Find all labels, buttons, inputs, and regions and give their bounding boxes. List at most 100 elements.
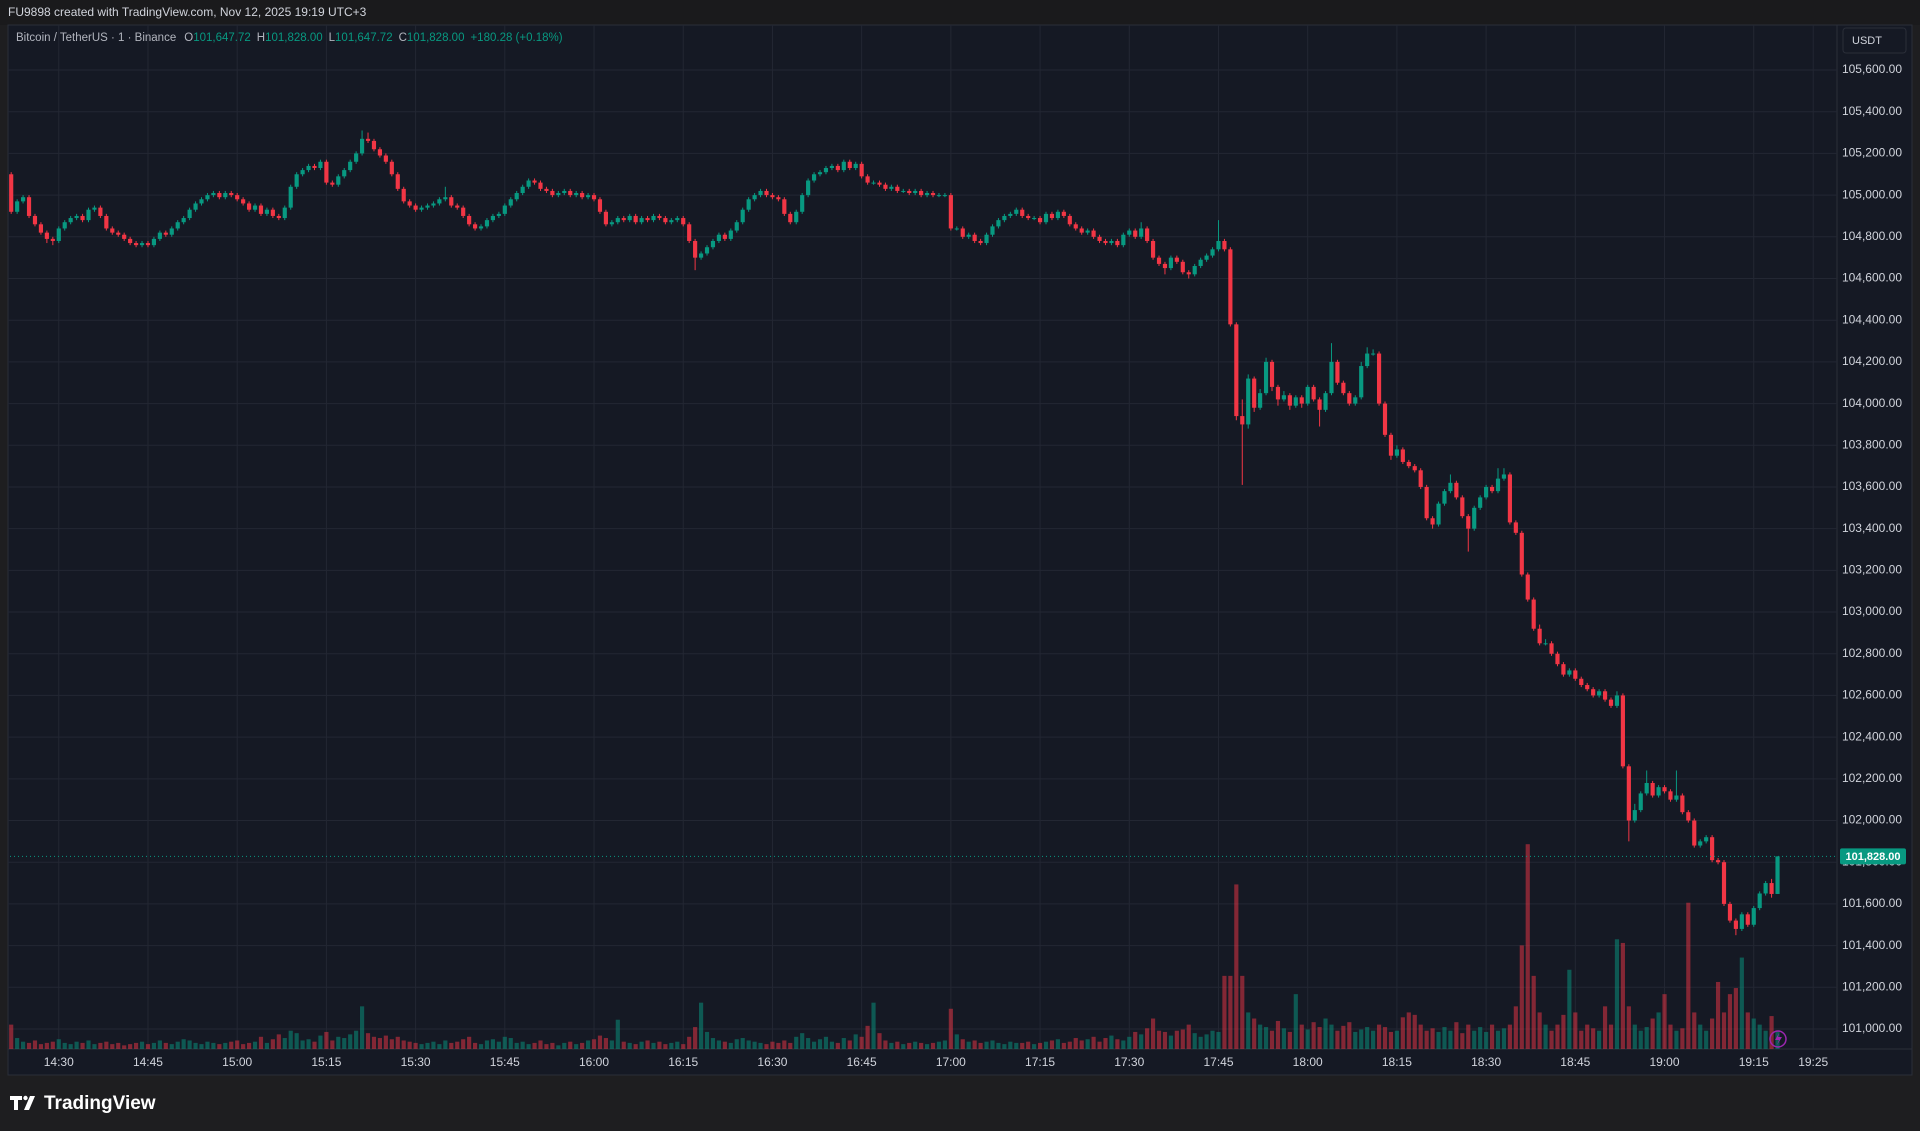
candle-body: [1133, 230, 1138, 237]
candle-body: [1073, 224, 1078, 229]
candle-body: [32, 215, 38, 225]
candle-body: [282, 207, 287, 219]
change: +180.28 (+0.18%): [470, 32, 562, 44]
candle-body: [371, 140, 377, 150]
candle-body: [1252, 378, 1257, 408]
volume-bar: [1299, 1024, 1304, 1049]
candle-body: [574, 193, 579, 196]
volume-bar: [1365, 1027, 1370, 1049]
volume-bar: [199, 1044, 204, 1049]
x-tick-label: 19:00: [1650, 1055, 1680, 1069]
volume-bar: [942, 1040, 947, 1049]
ohlc-value: 101,828.00: [265, 32, 323, 44]
candle-body: [669, 220, 674, 223]
candle-body: [1341, 382, 1346, 394]
candle-body: [205, 195, 210, 200]
volume-bar: [395, 1036, 400, 1049]
x-tick-label: 17:45: [1203, 1055, 1233, 1069]
x-tick-label: 17:30: [1114, 1055, 1144, 1069]
volume-bar: [490, 1039, 495, 1049]
candle-body: [746, 199, 751, 210]
candle-body: [883, 184, 888, 189]
volume-bar: [288, 1030, 293, 1049]
candle-body: [1382, 403, 1388, 435]
candle-body: [1733, 920, 1738, 929]
volume-bar: [38, 1044, 44, 1049]
volume-bar: [478, 1044, 484, 1049]
volume-bar: [1014, 1042, 1019, 1049]
candle-body: [681, 218, 686, 225]
volume-bar: [1674, 1030, 1679, 1049]
volume-bar: [80, 1042, 85, 1049]
candle-body: [1067, 215, 1072, 225]
y-tick-label: 103,000.00: [1842, 604, 1902, 618]
candle-body: [1763, 883, 1768, 894]
replay-icon[interactable]: [1769, 1030, 1787, 1048]
candle-body: [1394, 449, 1399, 456]
volume-bar: [1145, 1028, 1150, 1049]
candle-body: [1192, 265, 1197, 275]
candle-body: [752, 195, 757, 200]
candle-body: [1109, 240, 1114, 244]
candle-body: [532, 180, 537, 183]
currency-button[interactable]: [1842, 27, 1907, 54]
candle-body: [1365, 353, 1370, 367]
candle-body: [1139, 228, 1144, 237]
volume-bar: [1109, 1035, 1114, 1049]
candle-body: [443, 197, 448, 200]
volume-bar: [461, 1039, 466, 1049]
volume-bar: [1180, 1029, 1185, 1049]
volume-bar: [455, 1041, 460, 1049]
volume-bar: [1406, 1012, 1411, 1049]
candle-body: [990, 226, 995, 235]
icon-bolt[interactable]: [1775, 1033, 1782, 1045]
candle-body: [1103, 240, 1108, 244]
candle-body: [264, 209, 270, 214]
volume-bar: [746, 1040, 751, 1049]
candle-body: [193, 203, 198, 210]
candle-body: [1626, 766, 1631, 821]
candle-body: [1585, 685, 1590, 690]
candle-body: [62, 222, 67, 229]
candle-body: [710, 240, 716, 248]
volume-bar: [996, 1042, 1001, 1049]
volume-bar: [1204, 1034, 1209, 1049]
x-tick-label: 14:45: [133, 1055, 163, 1069]
volume-bar: [687, 1036, 692, 1049]
attribution: FU9898 created with TradingView.com, Nov…: [8, 5, 367, 19]
currency[interactable]: USDT: [1852, 35, 1882, 47]
candle-body: [1085, 230, 1090, 233]
volume-bar: [1317, 1027, 1322, 1049]
volume-bar: [1400, 1017, 1405, 1049]
logo-mark: [10, 1096, 35, 1110]
candle-body: [1156, 257, 1162, 264]
volume-bar: [835, 1042, 840, 1049]
volume-bar: [782, 1040, 787, 1049]
volume-bar: [728, 1042, 733, 1049]
volume-bar: [1698, 1024, 1703, 1049]
volume-bar: [1602, 1006, 1608, 1049]
x-tick-label: 14:30: [44, 1055, 74, 1069]
candle-body: [1026, 215, 1031, 219]
candle-body: [1204, 255, 1209, 260]
candle-body: [1186, 272, 1191, 275]
volume-bar: [627, 1042, 632, 1049]
candle-body: [853, 163, 858, 169]
candle-body: [1602, 691, 1608, 700]
volume-bar: [865, 1025, 870, 1049]
candle-body: [1258, 393, 1263, 408]
candle-body: [1424, 486, 1429, 519]
icon-ring[interactable]: [1769, 1030, 1787, 1048]
volume-bar: [924, 1044, 930, 1049]
candle-body: [1721, 862, 1727, 904]
volume-bar: [92, 1044, 97, 1049]
candle-body: [901, 190, 906, 192]
volume-bar: [294, 1033, 299, 1049]
candle-body: [1049, 213, 1055, 219]
volume-bar: [609, 1040, 614, 1049]
volume-bar: [449, 1042, 454, 1049]
volume-bar: [693, 1027, 698, 1049]
volume-bar: [1591, 1028, 1596, 1049]
volume-bar: [318, 1035, 323, 1049]
ohlc-value: 101,647.72: [193, 32, 251, 44]
